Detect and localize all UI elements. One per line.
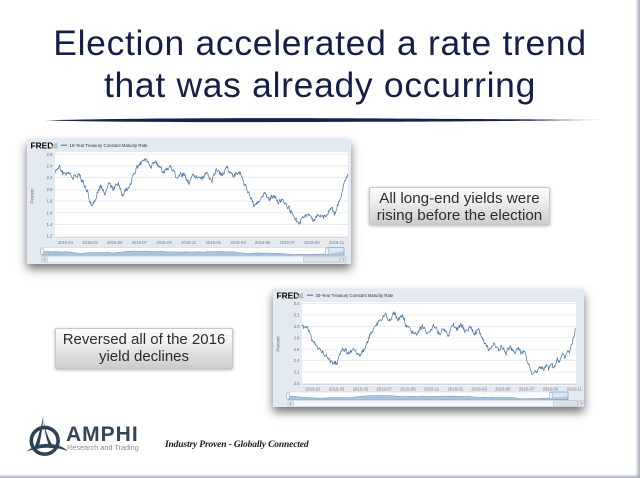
svg-text:1.4: 1.4	[47, 222, 53, 227]
svg-text:2015-09: 2015-09	[400, 387, 416, 392]
svg-text:FRED: FRED	[31, 141, 54, 151]
svg-text:30-Year Treasury Constant Matu: 30-Year Treasury Constant Maturity Rate	[316, 293, 395, 298]
svg-text:1.2: 1.2	[47, 234, 53, 239]
svg-text:1.8: 1.8	[47, 199, 53, 204]
svg-text:2.2: 2.2	[47, 175, 53, 180]
svg-text:2.6: 2.6	[47, 152, 53, 157]
svg-text:2015-03: 2015-03	[329, 387, 345, 392]
svg-text:Percent: Percent	[276, 336, 281, 352]
svg-text:Percent: Percent	[30, 188, 35, 204]
svg-text:2.0: 2.0	[47, 187, 53, 192]
svg-text:2015-11: 2015-11	[181, 240, 197, 245]
svg-text:1.6: 1.6	[47, 210, 53, 215]
svg-text:2.6: 2.6	[294, 347, 300, 352]
svg-text:2015-11: 2015-11	[424, 387, 440, 392]
svg-text:2015-05: 2015-05	[107, 240, 123, 245]
svg-text:2015-01: 2015-01	[305, 387, 321, 392]
svg-text:3.4: 3.4	[294, 301, 300, 306]
svg-text:2015-03: 2015-03	[82, 240, 98, 245]
svg-text:2015-07: 2015-07	[132, 240, 148, 245]
svg-text:2016-05: 2016-05	[255, 240, 271, 245]
svg-text:2016-11: 2016-11	[566, 387, 582, 392]
svg-text:2015-09: 2015-09	[156, 240, 172, 245]
svg-text:2016-03: 2016-03	[471, 387, 487, 392]
svg-text:2016-07: 2016-07	[519, 387, 535, 392]
svg-text:2.0: 2.0	[294, 381, 300, 386]
svg-text:2016-07: 2016-07	[280, 240, 296, 245]
svg-text:3.0: 3.0	[294, 324, 300, 329]
svg-text:2015-05: 2015-05	[353, 387, 369, 392]
svg-text:3.2: 3.2	[294, 313, 300, 318]
svg-text:2016-01: 2016-01	[206, 240, 222, 245]
svg-text:2016-01: 2016-01	[448, 387, 464, 392]
svg-text:2016-05: 2016-05	[495, 387, 511, 392]
svg-text:2016-09: 2016-09	[543, 387, 559, 392]
svg-text:10-Year Treasury Constant Matu: 10-Year Treasury Constant Maturity Rate	[70, 143, 149, 148]
svg-text:2016-11: 2016-11	[329, 240, 345, 245]
svg-text:2016-03: 2016-03	[230, 240, 246, 245]
svg-text:2016-09: 2016-09	[304, 240, 320, 245]
svg-text:2015-01: 2015-01	[58, 240, 74, 245]
svg-text:2.4: 2.4	[294, 358, 300, 363]
svg-text:FRED: FRED	[277, 291, 300, 301]
svg-text:2.8: 2.8	[294, 335, 300, 340]
svg-text:2015-07: 2015-07	[377, 387, 393, 392]
svg-text:2.2: 2.2	[294, 370, 300, 375]
svg-text:2.4: 2.4	[47, 164, 53, 169]
